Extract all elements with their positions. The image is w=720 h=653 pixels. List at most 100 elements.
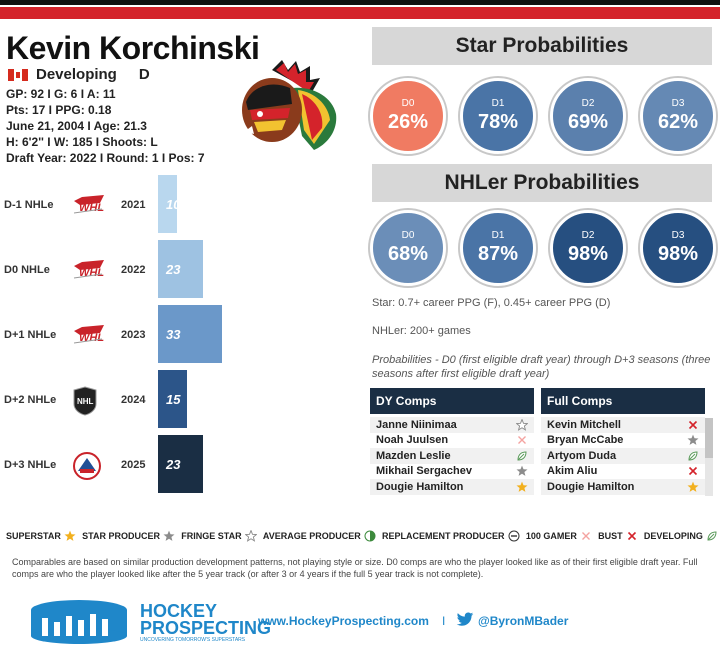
legend-label: DEVELOPING [643, 531, 703, 541]
100-gamer-icon [580, 530, 592, 542]
prob-value: 98% [657, 243, 699, 265]
nhle-bar: 33 [158, 305, 222, 363]
comp-row: Akim Aliu [541, 464, 705, 480]
comp-name: Noah Juulsen [376, 434, 449, 447]
star-prob-d1: D1 78% [460, 78, 536, 154]
nhler-probabilities-header: NHLer Probabilities [372, 164, 712, 202]
nhle-row-label: D-1 NHLe [4, 199, 54, 211]
nhler-probability-circles: D0 68% D1 87% D2 98% D3 98% [370, 210, 716, 286]
top-red-stripe [0, 7, 720, 19]
star-prob-d3: D3 62% [640, 78, 716, 154]
canada-flag-icon [8, 68, 28, 81]
legend-item: BUST [598, 530, 638, 542]
star-prob-d0: D0 26% [370, 78, 446, 154]
prob-label: D1 [491, 230, 505, 241]
nhle-bar: 15 [158, 370, 187, 428]
nhler-prob-d3: D3 98% [640, 210, 716, 286]
comp-name: Mikhail Sergachev [376, 465, 472, 478]
prob-label: D3 [671, 98, 685, 109]
player-status: Developing [36, 66, 117, 83]
nhle-row-year: 2025 [121, 459, 146, 471]
footer-separator: I [442, 614, 446, 628]
comp-name: Bryan McCabe [547, 434, 624, 447]
prob-value: 62% [657, 111, 699, 133]
comp-row: Mazden Leslie [370, 448, 534, 464]
developing-icon [706, 530, 718, 542]
legend-item: DEVELOPING [644, 530, 718, 542]
nhle-row-label: D0 NHLe [4, 264, 50, 276]
bust-icon [626, 530, 638, 542]
legend-item: AVERAGE PRODUCER [263, 530, 376, 542]
stat-line-4: H: 6'2'' I W: 185 I Shoots: L [6, 135, 158, 149]
nhle-bar-value: 10 [166, 196, 181, 212]
prob-label: D2 [581, 98, 595, 109]
star-prob-d2: D2 69% [550, 78, 626, 154]
nhle-row-label: D+3 NHLe [4, 459, 57, 471]
bust-icon [687, 419, 699, 431]
prob-value: 98% [567, 243, 609, 265]
hockey-prospecting-logo-icon [31, 600, 127, 644]
player-name: Kevin Korchinski [6, 30, 260, 66]
nhle-bar-value: 33 [166, 326, 181, 342]
top-black-stripe [0, 0, 720, 5]
full-comps-scrollbar[interactable] [705, 418, 713, 496]
brand-name: HOCKEY PROSPECTING [140, 602, 271, 637]
nhle-row-year: 2023 [121, 329, 146, 341]
legend-item: REPLACEMENT PRODUCER [382, 530, 520, 542]
legend-label: STAR PRODUCER [82, 531, 160, 541]
whl-logo-icon: WHL [72, 191, 106, 217]
comp-name: Artyom Duda [547, 449, 617, 462]
full-comps-table: Full Comps Kevin Mitchell Bryan McCabe Art… [541, 388, 705, 495]
legend-item: SUPERSTAR [6, 530, 76, 542]
developing-icon [516, 450, 528, 462]
comp-name: Kevin Mitchell [547, 418, 621, 431]
dy-comps-table: DY Comps Janne Niinimaa Noah Juulsen Mazde… [370, 388, 534, 495]
prob-label: D0 [401, 98, 415, 109]
comp-name: Dougie Hamilton [376, 480, 464, 493]
comp-row: Janne Niinimaa [370, 417, 534, 433]
website-link[interactable]: www.HockeyProspecting.com [258, 614, 429, 628]
legend-item: 100 GAMER [526, 530, 592, 542]
prob-label: D2 [581, 230, 595, 241]
ahl-logo-icon [72, 451, 106, 480]
whl-logo-icon: WHL [72, 256, 106, 282]
developing-icon [687, 450, 699, 462]
comp-name: Dougie Hamilton [547, 480, 635, 493]
nhler-prob-d2: D2 98% [550, 210, 626, 286]
legend-label: AVERAGE PRODUCER [262, 531, 361, 541]
whl-logo-icon: WHL [72, 321, 106, 347]
fringe-star-icon [244, 530, 257, 542]
stat-line-2: Pts: 17 I PPG: 0.18 [6, 103, 112, 117]
star-producer-icon [163, 530, 175, 542]
nhle-row-label: D+2 NHLe [4, 394, 57, 406]
star-probabilities-header: Star Probabilities [372, 27, 712, 65]
prob-label: D3 [671, 230, 685, 241]
comp-row: Dougie Hamilton [370, 479, 534, 495]
legend-label: SUPERSTAR [6, 531, 61, 541]
legend-item: FRINGE STAR [181, 530, 257, 542]
prob-value: 78% [477, 111, 519, 133]
twitter-handle-link[interactable]: @ByronMBader [478, 614, 569, 628]
nhl-logo-icon: NHL [72, 386, 106, 416]
comp-name: Mazden Leslie [376, 449, 451, 462]
prob-label: D0 [401, 230, 415, 241]
comp-row: Artyom Duda [541, 448, 705, 464]
svg-text:NHL: NHL [77, 397, 94, 406]
nhle-bar: 10 [158, 175, 181, 233]
superstar-icon [64, 530, 76, 542]
prob-value: 69% [567, 111, 609, 133]
legend: SUPERSTAR STAR PRODUCER FRINGE STAR AVERAGE… [6, 530, 718, 542]
nhle-row-year: 2022 [121, 264, 146, 276]
star-producer-icon [516, 465, 528, 477]
stat-line-3: June 21, 2004 I Age: 21.3 [6, 119, 147, 133]
100-gamer-icon [516, 434, 528, 446]
nhler-prob-d1: D1 87% [460, 210, 536, 286]
comparables-footnote: Comparables are based on similar product… [12, 557, 698, 579]
scrollbar-thumb[interactable] [705, 418, 713, 458]
stat-line-1: GP: 92 I G: 6 I A: 11 [6, 87, 116, 101]
comp-row: Mikhail Sergachev [370, 464, 534, 480]
nhle-row-year: 2024 [121, 394, 146, 406]
replacement-producer-icon [508, 530, 520, 542]
star-probability-circles: D0 26% D1 78% D2 69% D3 62% [370, 78, 716, 154]
superstar-icon [516, 481, 528, 493]
